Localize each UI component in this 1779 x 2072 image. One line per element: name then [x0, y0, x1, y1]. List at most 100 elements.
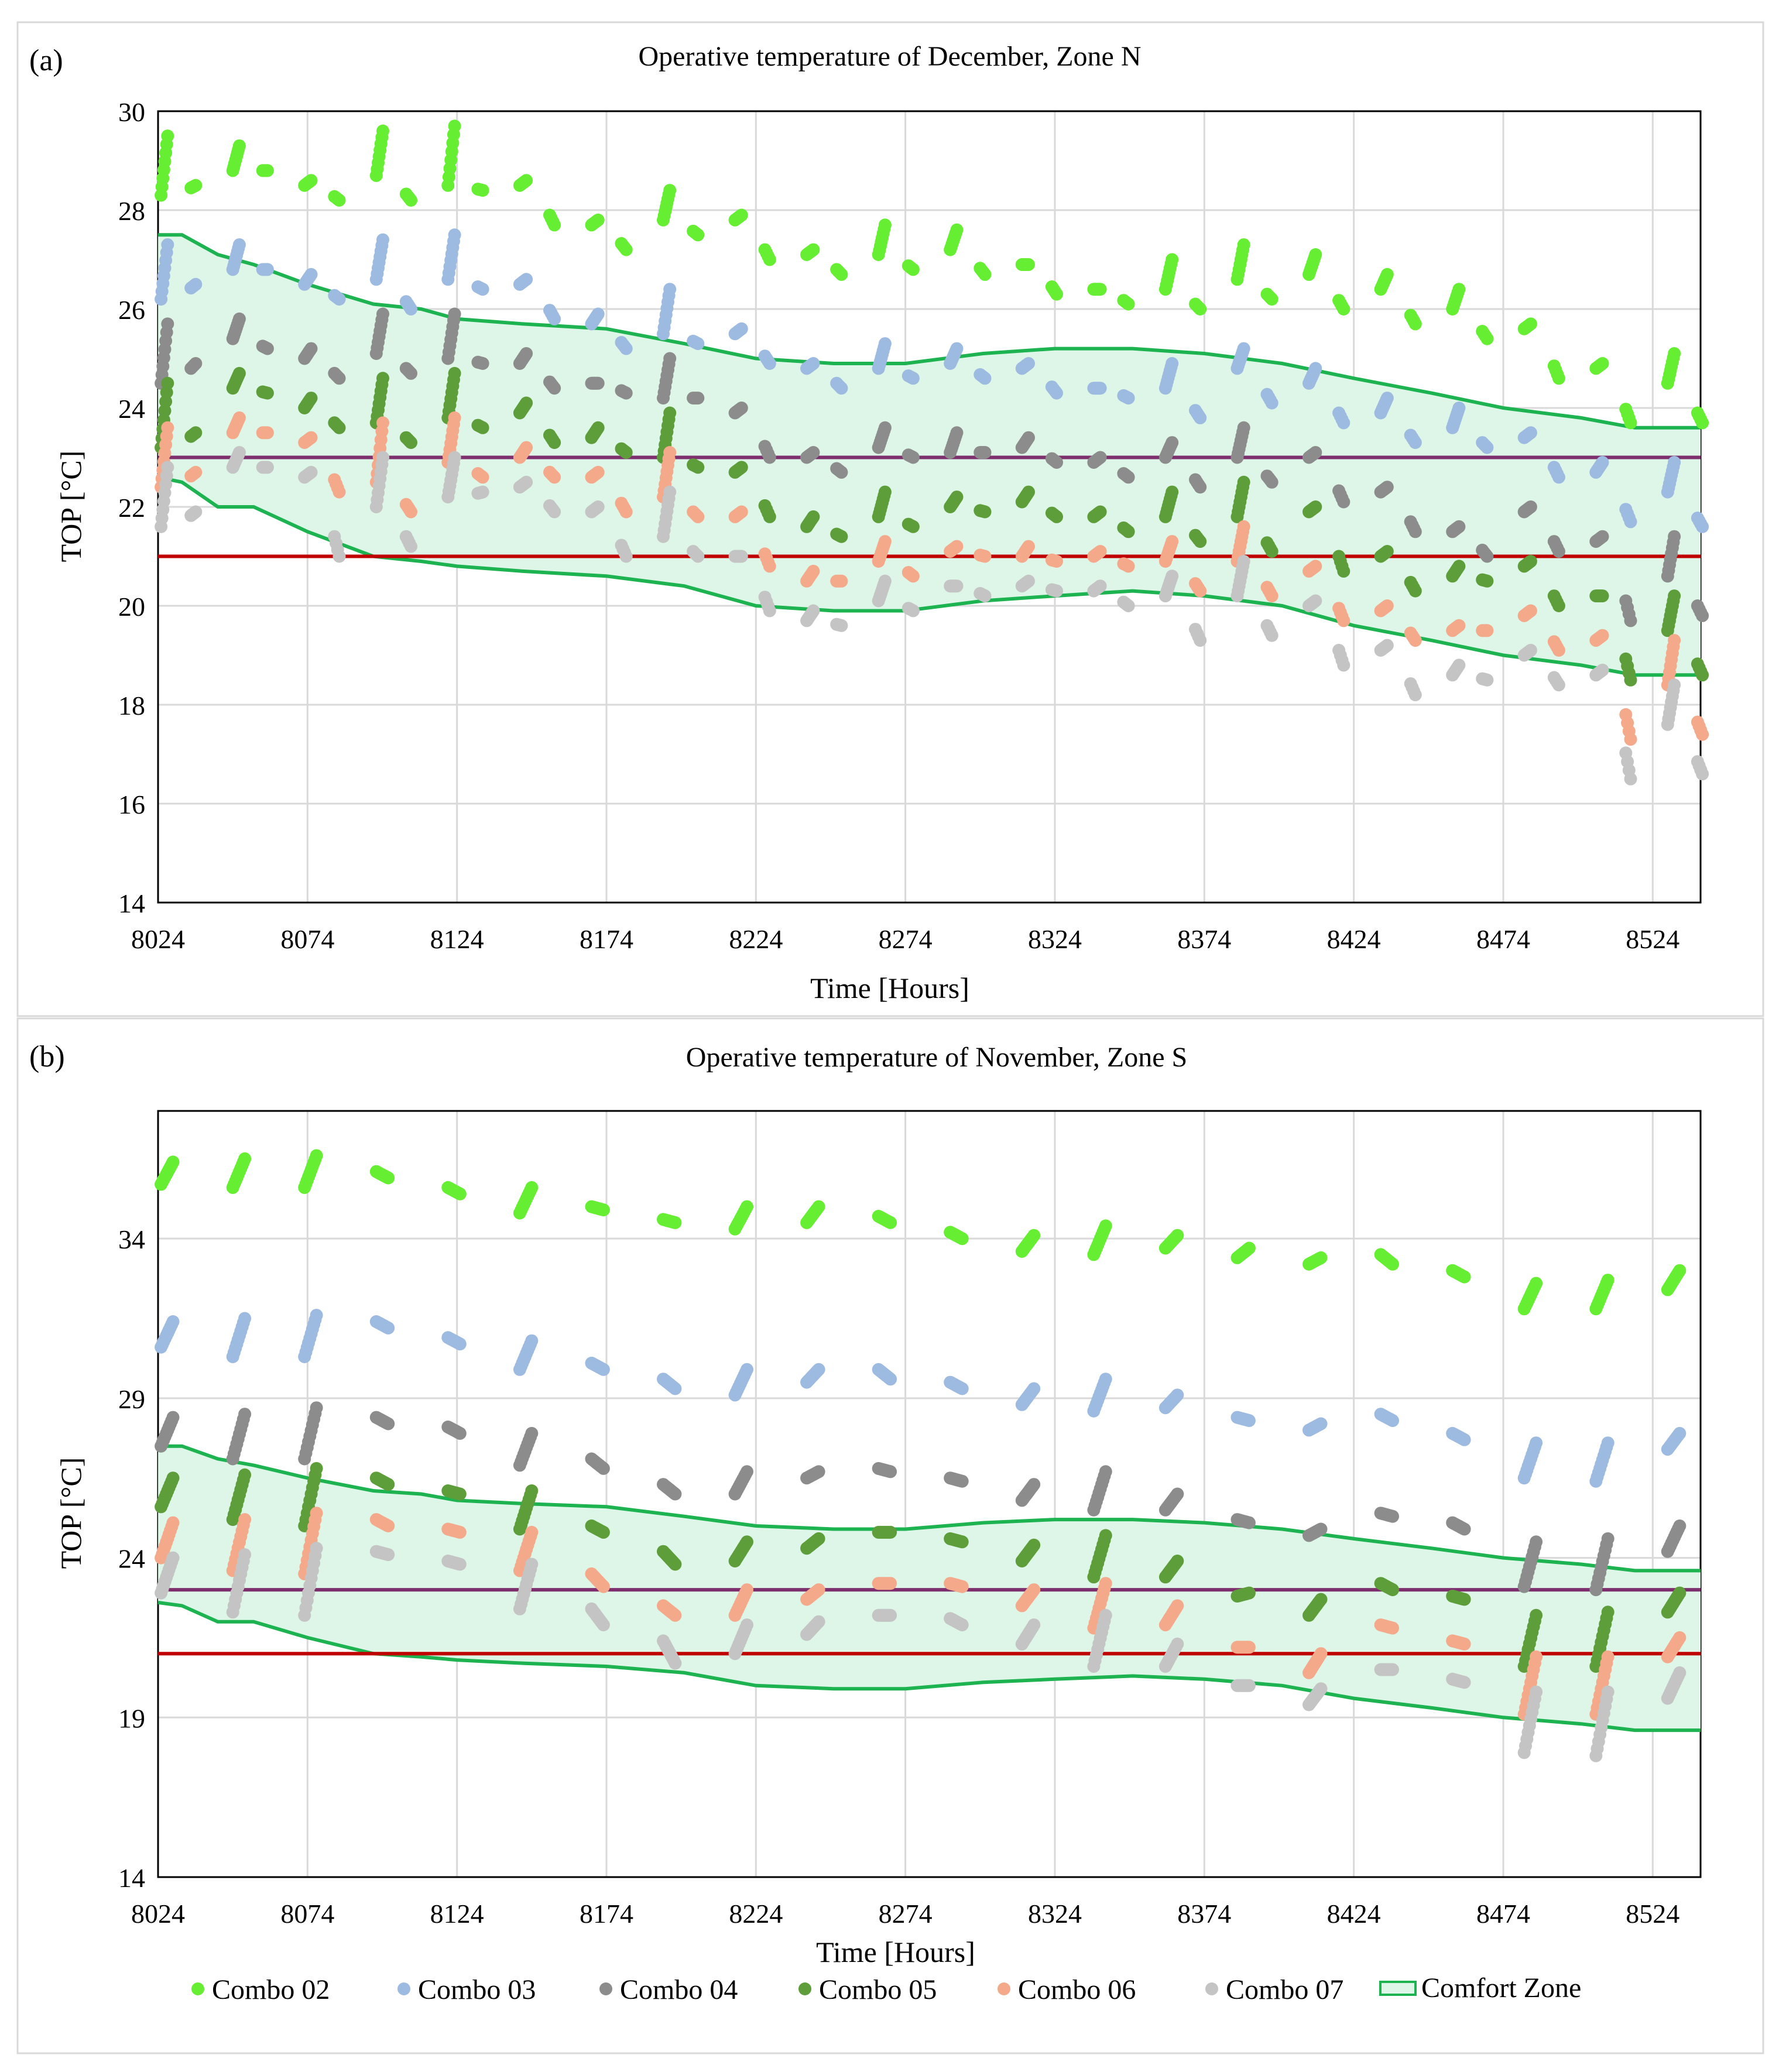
panel-a-point-combo-02: [476, 184, 489, 197]
legend-item-comfort-zone: Comfort Zone: [1379, 1972, 1581, 2004]
panel-b-point-combo-07: [238, 1548, 252, 1562]
panel-b-point-combo-02: [1171, 1229, 1184, 1242]
panel-a-point-combo-05: [1050, 510, 1063, 523]
panel-b-point-combo-04: [1386, 1510, 1399, 1523]
panel-b-point-combo-06: [238, 1513, 252, 1526]
panel-b-y-tick-label: 29: [118, 1384, 145, 1414]
panel-b-point-combo-04: [1673, 1519, 1687, 1532]
panel-a-point-combo-04: [1624, 614, 1637, 627]
panel-b-point-combo-02: [1027, 1229, 1041, 1242]
panel-a-point-combo-06: [1668, 634, 1681, 647]
panel-b-point-combo-05: [1601, 1606, 1615, 1619]
panel-b-point-combo-07: [453, 1558, 467, 1571]
panel-a-point-combo-07: [1166, 570, 1179, 583]
panel-a-y-tick-label: 16: [118, 790, 145, 819]
panel-b-comfort-lower-line: [157, 1600, 1701, 1733]
panel-a-point-combo-03: [1194, 411, 1207, 424]
legend-label-comfort-zone: Comfort Zone: [1421, 1972, 1581, 2004]
panel-a-point-combo-02: [691, 228, 705, 242]
panel-a-y-axis-title: TOP [°C]: [54, 451, 87, 562]
panel-a-point-combo-04: [1524, 500, 1537, 513]
panel-a-y-tick-label: 20: [118, 592, 145, 622]
panel-b-point-combo-04: [955, 1474, 969, 1488]
panel-b-series-combo-05: [155, 1462, 1687, 1673]
panel-a-point-combo-03: [1094, 382, 1107, 395]
panel-a-point-combo-02: [1265, 293, 1278, 306]
panel-b-x-tick-label: 8274: [879, 1899, 933, 1929]
legend-label-combo-03: Combo 03: [418, 1974, 536, 2005]
panel-b-point-combo-03: [884, 1373, 897, 1386]
panel-a-point-combo-05: [835, 530, 848, 543]
panel-a-point-combo-02: [619, 243, 633, 256]
panel-a-point-combo-02: [520, 174, 533, 187]
panel-b-point-combo-06: [1242, 1641, 1256, 1654]
panel-a-point-combo-06: [906, 570, 920, 583]
panel-b-y-tick-label: 19: [118, 1703, 145, 1733]
panel-a-point-combo-05: [1480, 574, 1494, 588]
panel-a-point-combo-04: [1094, 451, 1107, 464]
legend-marker-combo-03: [397, 1982, 410, 1995]
panel-b-point-combo-04: [1530, 1535, 1543, 1549]
panel-b-point-combo-02: [955, 1232, 969, 1246]
panel-a-point-combo-03: [333, 293, 346, 306]
panel-a-point-combo-06: [476, 471, 489, 484]
panel-a-point-combo-07: [1452, 658, 1466, 672]
panel-a-point-combo-03: [1624, 515, 1637, 529]
panel-a-y-tick-label: 22: [118, 493, 145, 523]
panel-a-point-combo-07: [1337, 658, 1350, 672]
panel-a-point-combo-03: [735, 322, 748, 335]
panel-a-point-combo-04: [1596, 530, 1609, 543]
panel-b-point-combo-02: [525, 1181, 539, 1194]
panel-a-point-combo-03: [232, 238, 246, 252]
panel-a-point-combo-07: [1022, 574, 1035, 588]
panel-b-point-combo-05: [1242, 1586, 1256, 1600]
panel-b-x-axis-title: Time [Hours]: [816, 1936, 975, 1968]
legend-marker-combo-07: [1205, 1982, 1218, 1995]
panel-a-point-combo-02: [448, 119, 461, 133]
panel-b-point-combo-06: [1673, 1631, 1687, 1644]
panel-a-point-combo-02: [1094, 283, 1107, 296]
panel-a-point-combo-02: [1408, 317, 1422, 331]
panel-a-point-combo-02: [405, 194, 417, 207]
panel-a-point-combo-02: [1480, 332, 1494, 345]
panel-a-point-combo-02: [950, 223, 964, 236]
panel-a-point-combo-04: [1022, 431, 1035, 444]
panel-b-point-combo-06: [597, 1580, 610, 1593]
panel-a-point-combo-02: [1022, 258, 1035, 271]
panel-b-point-combo-07: [310, 1542, 323, 1555]
legend-label-combo-05: Combo 05: [819, 1974, 937, 2005]
panel-b-point-combo-05: [884, 1525, 897, 1539]
panel-a-point-combo-06: [978, 550, 992, 563]
panel-a-x-tick-label: 8224: [729, 924, 783, 954]
panel-b-x-tick-label: 8074: [280, 1899, 334, 1929]
panel-b-point-combo-03: [669, 1382, 682, 1395]
panel-a-point-combo-04: [950, 426, 964, 440]
panel-a-point-combo-07: [735, 550, 748, 563]
panel-a-point-combo-02: [1552, 372, 1565, 385]
panel-a-point-combo-03: [260, 263, 274, 276]
panel-b-point-combo-04: [310, 1401, 323, 1415]
panel-a-point-combo-04: [376, 307, 389, 321]
panel-a-y-tick-label: 24: [118, 394, 145, 424]
panel-b-point-combo-05: [525, 1484, 539, 1497]
legend-item-combo-05: Combo 05: [798, 1974, 937, 2005]
panel-a-point-combo-06: [520, 441, 533, 454]
panel-a-point-combo-03: [691, 337, 705, 351]
panel-a-point-combo-07: [878, 574, 892, 588]
panel-a-point-combo-03: [476, 283, 489, 296]
panel-b-y-tick-label: 14: [118, 1863, 145, 1893]
panel-a-point-combo-06: [1265, 589, 1278, 603]
legend-label-combo-04: Combo 04: [620, 1974, 738, 2005]
panel-a-point-combo-04: [304, 342, 318, 355]
legend-marker-combo-06: [998, 1982, 1010, 1995]
panel-a-point-combo-07: [1524, 644, 1537, 657]
panel-a-label: (a): [29, 44, 63, 77]
panel-a-point-combo-07: [1309, 594, 1322, 608]
panel-a-point-combo-03: [1237, 342, 1250, 355]
panel-b-point-combo-07: [669, 1656, 682, 1670]
panel-a-point-combo-07: [548, 505, 561, 519]
panel-a-point-combo-05: [591, 421, 605, 434]
panel-a-point-combo-03: [548, 312, 561, 325]
panel-b-point-combo-07: [166, 1551, 180, 1565]
panel-a-point-combo-05: [1668, 589, 1681, 603]
